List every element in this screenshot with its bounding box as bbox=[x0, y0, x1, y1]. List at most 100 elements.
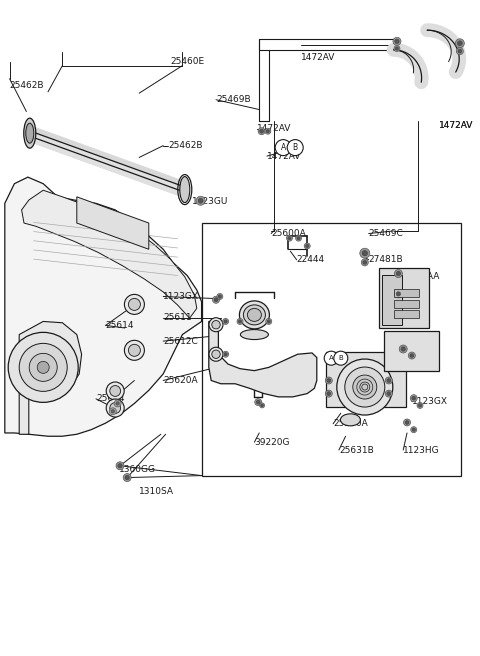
Circle shape bbox=[306, 244, 309, 248]
Circle shape bbox=[401, 347, 406, 351]
Circle shape bbox=[410, 395, 417, 401]
Circle shape bbox=[224, 319, 227, 323]
Ellipse shape bbox=[110, 403, 120, 413]
Text: 1360GG: 1360GG bbox=[119, 465, 156, 474]
Circle shape bbox=[457, 41, 462, 46]
Text: 39251A: 39251A bbox=[386, 313, 420, 322]
Text: A: A bbox=[281, 143, 286, 152]
Circle shape bbox=[255, 399, 262, 405]
Circle shape bbox=[109, 408, 116, 415]
Circle shape bbox=[396, 272, 401, 276]
Ellipse shape bbox=[212, 321, 220, 329]
Circle shape bbox=[116, 401, 120, 405]
Bar bbox=[382, 275, 402, 325]
Circle shape bbox=[8, 333, 78, 402]
Text: 1123GX: 1123GX bbox=[163, 292, 199, 301]
Polygon shape bbox=[77, 197, 149, 249]
Circle shape bbox=[337, 359, 393, 415]
Text: 27481B: 27481B bbox=[369, 255, 403, 264]
Text: A: A bbox=[329, 355, 334, 361]
Text: 1140AA: 1140AA bbox=[384, 293, 420, 302]
Circle shape bbox=[399, 345, 407, 353]
Circle shape bbox=[116, 462, 124, 470]
Circle shape bbox=[363, 260, 367, 264]
Text: 1472AV: 1472AV bbox=[439, 121, 474, 131]
Circle shape bbox=[266, 129, 269, 133]
Bar bbox=[326, 352, 407, 407]
Circle shape bbox=[125, 476, 130, 480]
Circle shape bbox=[325, 377, 332, 384]
Bar bbox=[202, 223, 461, 476]
Text: 25620A: 25620A bbox=[163, 376, 198, 385]
Circle shape bbox=[304, 243, 310, 249]
Circle shape bbox=[456, 39, 464, 48]
Circle shape bbox=[396, 292, 401, 296]
Circle shape bbox=[261, 404, 264, 407]
Circle shape bbox=[198, 198, 203, 203]
Circle shape bbox=[114, 400, 121, 407]
Circle shape bbox=[297, 236, 300, 240]
Bar bbox=[384, 331, 439, 371]
Ellipse shape bbox=[106, 399, 124, 417]
Ellipse shape bbox=[124, 340, 144, 360]
Ellipse shape bbox=[240, 329, 268, 340]
Circle shape bbox=[223, 351, 228, 358]
Circle shape bbox=[296, 235, 301, 241]
Text: 1472AV: 1472AV bbox=[439, 121, 474, 131]
Circle shape bbox=[239, 319, 241, 323]
Text: 1310SA: 1310SA bbox=[139, 487, 174, 497]
Circle shape bbox=[275, 140, 291, 155]
Text: 1123GU: 1123GU bbox=[192, 197, 228, 206]
Circle shape bbox=[360, 248, 370, 258]
Circle shape bbox=[345, 367, 385, 407]
Circle shape bbox=[325, 390, 332, 397]
Text: 39220G: 39220G bbox=[254, 438, 290, 447]
Text: 25462B: 25462B bbox=[10, 81, 44, 90]
Text: 1123HG: 1123HG bbox=[403, 445, 440, 455]
Circle shape bbox=[256, 400, 260, 404]
Circle shape bbox=[395, 290, 402, 298]
Circle shape bbox=[287, 235, 292, 241]
Text: 1472AV: 1472AV bbox=[267, 152, 301, 161]
Circle shape bbox=[260, 129, 264, 133]
Ellipse shape bbox=[180, 176, 190, 203]
Polygon shape bbox=[19, 321, 82, 434]
Text: B: B bbox=[293, 143, 298, 152]
Text: 25612C: 25612C bbox=[163, 337, 198, 346]
Ellipse shape bbox=[212, 350, 220, 358]
Circle shape bbox=[287, 140, 303, 155]
Ellipse shape bbox=[26, 123, 34, 143]
Ellipse shape bbox=[110, 386, 120, 396]
Ellipse shape bbox=[340, 414, 360, 426]
Text: 1123GX: 1123GX bbox=[412, 397, 448, 406]
Text: 25631B: 25631B bbox=[339, 445, 373, 455]
Bar bbox=[379, 268, 429, 328]
Circle shape bbox=[410, 354, 414, 358]
Circle shape bbox=[408, 352, 415, 359]
Circle shape bbox=[411, 426, 417, 433]
Circle shape bbox=[458, 49, 462, 53]
Circle shape bbox=[456, 48, 463, 54]
Circle shape bbox=[37, 361, 49, 373]
Circle shape bbox=[361, 259, 368, 266]
Text: 25462B: 25462B bbox=[168, 141, 203, 150]
Text: 25611: 25611 bbox=[163, 313, 192, 322]
Circle shape bbox=[324, 351, 338, 365]
Circle shape bbox=[327, 392, 331, 396]
Circle shape bbox=[395, 270, 402, 277]
Text: 25600A: 25600A bbox=[271, 229, 306, 238]
Circle shape bbox=[387, 379, 391, 382]
Text: 25500A: 25500A bbox=[333, 419, 368, 428]
Polygon shape bbox=[5, 177, 202, 436]
Ellipse shape bbox=[106, 382, 124, 400]
Circle shape bbox=[223, 318, 228, 325]
Ellipse shape bbox=[209, 347, 223, 361]
Circle shape bbox=[385, 377, 392, 384]
Text: 25614: 25614 bbox=[106, 321, 134, 330]
Circle shape bbox=[419, 403, 421, 407]
Circle shape bbox=[267, 319, 270, 323]
Bar bbox=[394, 289, 419, 297]
Circle shape bbox=[29, 354, 57, 381]
Ellipse shape bbox=[240, 301, 269, 329]
Ellipse shape bbox=[129, 344, 140, 356]
